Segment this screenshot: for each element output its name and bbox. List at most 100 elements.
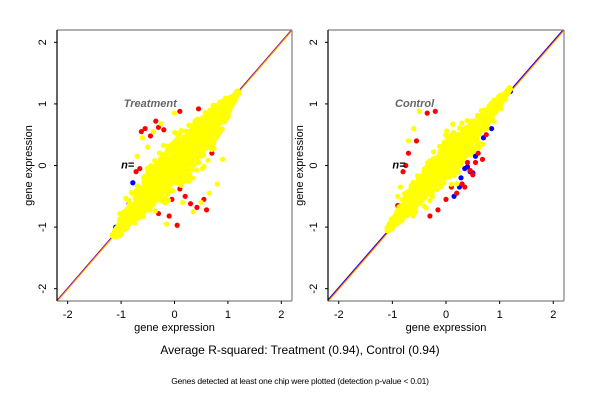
- red-point: [161, 127, 167, 133]
- red-point: [138, 129, 144, 135]
- cloud-point: [413, 187, 419, 194]
- red-point: [137, 165, 143, 172]
- blue-point: [488, 125, 495, 132]
- cloud-point: [453, 154, 459, 161]
- cloud-point: [173, 169, 179, 175]
- cloud-point: [120, 224, 126, 230]
- cloud-point: [427, 198, 433, 204]
- cloud-point: [450, 121, 456, 127]
- cloud-point: [416, 191, 423, 197]
- cloud-point: [152, 208, 158, 214]
- cloud-point: [222, 100, 228, 107]
- cloud-point: [471, 118, 477, 124]
- cloud-point: [488, 116, 494, 122]
- cloud-point: [468, 130, 474, 136]
- cloud-point: [200, 123, 206, 129]
- cloud-point: [138, 214, 144, 220]
- cloud-point: [447, 164, 454, 170]
- cloud-point: [463, 125, 469, 131]
- y-tick-label: 1: [308, 101, 320, 107]
- cloud-point: [464, 143, 470, 149]
- cloud-point: [482, 107, 488, 113]
- cloud-point: [431, 149, 437, 155]
- cloud-point: [455, 169, 461, 176]
- x-tick-label: 2: [278, 309, 284, 321]
- cloud-point: [131, 210, 138, 216]
- cloud-point: [148, 163, 154, 169]
- cloud-point: [142, 201, 149, 207]
- cloud-point: [137, 201, 143, 207]
- cloud-point: [421, 203, 427, 209]
- cloud-point: [193, 129, 200, 135]
- red-point: [403, 162, 409, 169]
- cloud-point: [179, 151, 185, 157]
- yellow-point: [405, 138, 412, 144]
- cloud-point: [479, 118, 485, 124]
- yellow-point: [150, 129, 156, 135]
- y-tick-label: -2: [37, 284, 49, 294]
- cloud-point: [190, 175, 196, 181]
- cloud-point: [388, 224, 394, 230]
- y-tick-label: -1: [37, 222, 49, 232]
- cloud-point: [405, 196, 411, 202]
- yellow-point: [134, 153, 140, 159]
- cloud-point: [186, 122, 192, 128]
- x-tick-label: 0: [171, 309, 177, 321]
- cloud-point: [226, 97, 232, 103]
- cloud-point: [417, 182, 424, 188]
- cloud-point: [462, 148, 468, 154]
- cloud-point: [197, 134, 203, 140]
- yellow-point: [198, 199, 204, 206]
- cloud-point: [434, 166, 440, 172]
- cloud-point: [412, 191, 418, 198]
- cloud-point: [205, 157, 211, 163]
- cloud-point: [173, 178, 179, 184]
- cloud-point: [163, 187, 169, 193]
- cloud-point: [452, 159, 458, 165]
- red-point: [177, 108, 183, 114]
- cloud-point: [459, 131, 465, 137]
- cloud-point: [196, 153, 203, 159]
- red-point: [209, 150, 215, 156]
- cloud-point: [169, 188, 176, 194]
- treatment-panel: Treatment n= -2 -1 0 1 2 -2 -1 0 1 2 gene expression…: [23, 29, 293, 334]
- yellow-point: [219, 156, 226, 162]
- cloud-point: [489, 105, 495, 112]
- cloud-point: [179, 144, 186, 150]
- cloud-point: [448, 181, 454, 187]
- cloud-point: [420, 176, 426, 182]
- cloud-point: [457, 157, 463, 163]
- cloud-point: [474, 141, 480, 147]
- cloud-point: [174, 153, 180, 160]
- cloud-point: [230, 101, 236, 107]
- cloud-point: [165, 143, 171, 149]
- cloud-point: [152, 183, 158, 189]
- yellow-point: [214, 181, 220, 187]
- blue-point: [458, 175, 464, 181]
- cloud-point: [221, 104, 227, 111]
- cloud-point: [414, 198, 420, 204]
- cloud-point: [166, 178, 173, 184]
- cloud-point: [446, 145, 453, 151]
- cloud-point: [399, 196, 405, 203]
- cloud-point: [436, 155, 442, 161]
- yellow-point: [179, 199, 186, 206]
- red-point: [174, 222, 180, 228]
- cloud-point: [172, 129, 178, 136]
- red-point: [182, 193, 188, 199]
- cloud-point: [167, 174, 174, 180]
- cloud-point: [408, 182, 414, 189]
- y-tick-label: -2: [308, 284, 320, 294]
- main-caption: Average R-squared: Treatment (0.94), Con…: [160, 343, 440, 357]
- sub-caption: Genes detected at least one chip were pl…: [171, 376, 429, 386]
- cloud-point: [197, 116, 204, 122]
- cloud-point: [121, 214, 127, 220]
- red-point: [155, 124, 162, 130]
- cloud-point: [481, 113, 487, 119]
- red-point: [405, 150, 412, 156]
- red-point: [195, 106, 202, 112]
- control-plot-area: [328, 30, 564, 301]
- cloud-point: [416, 176, 422, 182]
- yellow-point: [158, 121, 164, 127]
